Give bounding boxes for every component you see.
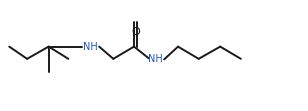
Text: NH: NH: [83, 42, 97, 52]
Text: O: O: [131, 27, 140, 37]
Text: NH: NH: [148, 54, 163, 64]
